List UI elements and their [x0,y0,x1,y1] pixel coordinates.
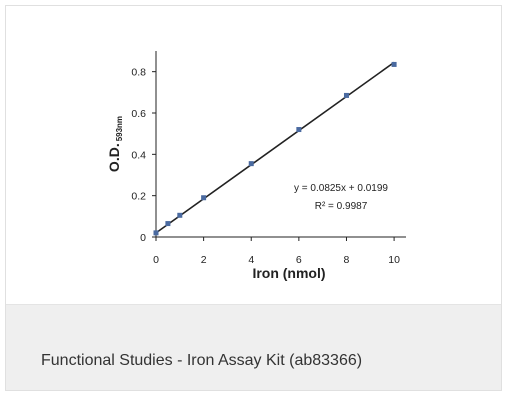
trend-line [155,61,395,234]
data-point-1 [165,221,171,227]
x-axis-label: Iron (nmol) [252,265,325,281]
chart-figure: 0 0.2 0.4 0.6 0.8 0 2 4 6 8 10 y = 0.0825x + 0.0199… [6,6,501,304]
caption-bar: Functional Studies - Iron Assay Kit (ab8… [6,304,501,390]
figure-caption: Functional Studies - Iron Assay Kit (ab8… [41,352,363,369]
data-point-4 [248,161,254,167]
x-tick-label-1: 2 [201,254,207,266]
data-point-2 [177,212,183,218]
x-tick-label-2: 4 [248,254,254,266]
data-point-7 [391,61,397,67]
calibration-chart: 0 0.2 0.4 0.6 0.8 0 2 4 6 8 10 y = 0.0825x + 0.0199… [106,51,406,281]
y-tick-label-3: 0.6 [131,108,146,120]
data-point-5 [296,127,302,133]
y-tick-label-1: 0.2 [131,191,146,203]
figure-card: 0 0.2 0.4 0.6 0.8 0 2 4 6 8 10 y = 0.0825x + 0.0199… [5,5,502,391]
y-axis-label: O.D. 593nm [106,116,124,172]
y-axis-label-sub: 593nm [115,116,124,141]
r-squared-label: R² = 0.9987 [315,201,368,212]
x-tick-label-4: 8 [344,254,350,266]
x-tick-label-0: 0 [153,254,159,266]
x-tick-label-3: 6 [296,254,302,266]
y-tick-label-0: 0 [140,232,146,244]
data-point-0 [153,230,159,236]
x-tick-label-5: 10 [388,254,400,266]
y-axis-label-main: O.D. [106,143,122,172]
trendline-equation: y = 0.0825x + 0.0199 [294,183,388,194]
y-tick-label-4: 0.8 [131,67,146,79]
data-point-6 [343,92,349,98]
y-tick-label-2: 0.4 [131,149,146,161]
data-point-3 [201,195,207,201]
